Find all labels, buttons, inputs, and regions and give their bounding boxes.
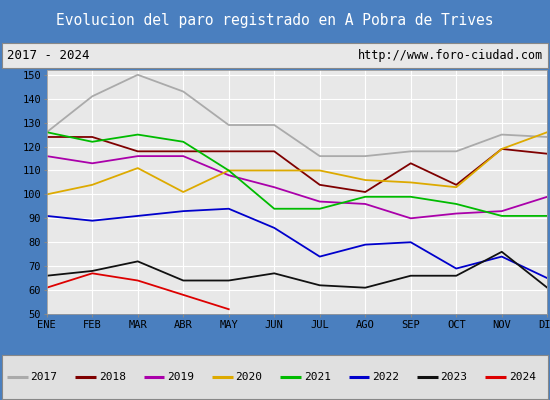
Text: 2018: 2018	[98, 372, 126, 382]
Text: http://www.foro-ciudad.com: http://www.foro-ciudad.com	[358, 49, 543, 62]
Text: Evolucion del paro registrado en A Pobra de Trives: Evolucion del paro registrado en A Pobra…	[56, 14, 494, 28]
Text: 2017 - 2024: 2017 - 2024	[7, 49, 90, 62]
Text: 2021: 2021	[304, 372, 331, 382]
Text: 2022: 2022	[372, 372, 399, 382]
Text: 2017: 2017	[30, 372, 57, 382]
Text: 2019: 2019	[167, 372, 194, 382]
Text: 2020: 2020	[235, 372, 262, 382]
Text: 2023: 2023	[441, 372, 468, 382]
Text: 2024: 2024	[509, 372, 536, 382]
